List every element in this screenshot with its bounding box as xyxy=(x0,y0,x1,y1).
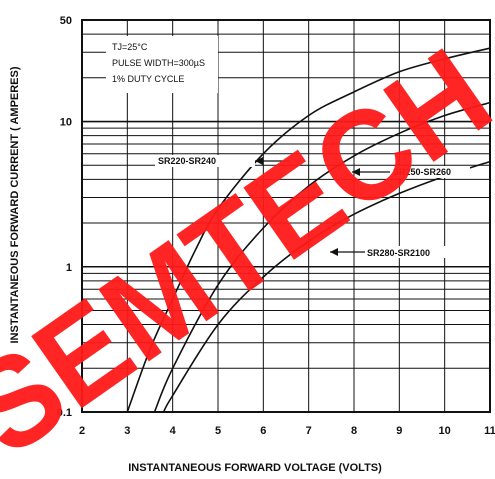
series-label-sr250: SR250-SR260 xyxy=(352,166,470,178)
y-tick-label: 50 xyxy=(60,15,72,27)
x-tick-label: 2 xyxy=(79,425,85,437)
x-axis-title: INSTANTANEOUS FORWARD VOLTAGE (VOLTS) xyxy=(128,462,382,474)
series-line-3 xyxy=(162,160,491,413)
x-tick-label: 11 xyxy=(484,425,495,437)
series-line-2 xyxy=(153,101,491,413)
x-tick-label: 9 xyxy=(396,425,402,437)
chart-grid xyxy=(81,19,491,413)
x-tick-label: 3 xyxy=(124,425,130,437)
conditions-box: TJ=25°C PULSE WIDTH=300µS 1% DUTY CYCLE xyxy=(106,36,218,93)
chart-curves xyxy=(126,47,491,413)
y-axis-title: INSTANTANEOUS FORWARD CURRENT ( AMPERES) xyxy=(9,66,21,343)
note-duty-cycle: 1% DUTY CYCLE xyxy=(112,74,184,84)
series-label-sr220: SR220-SR240 xyxy=(155,155,290,167)
y-tick-label: 10 xyxy=(60,117,72,129)
note-pulse-width: PULSE WIDTH=300µS xyxy=(112,58,205,68)
series-label-sr250-text: SR250-SR260 xyxy=(393,167,451,177)
y-tick-label: 1 xyxy=(66,262,72,274)
series-label-sr220-text: SR220-SR240 xyxy=(158,156,216,166)
series-label-sr280: SR280-SR2100 xyxy=(330,246,447,258)
plot-frame xyxy=(81,19,491,413)
y-tick-labels: 0.1 1 10 50 xyxy=(57,15,72,419)
note-junction-temperature: TJ=25°C xyxy=(112,42,148,52)
x-tick-label: 10 xyxy=(439,425,451,437)
x-tick-label: 6 xyxy=(260,425,266,437)
x-tick-labels: 2 3 4 5 6 7 8 9 10 11 xyxy=(79,425,495,437)
x-tick-label: 5 xyxy=(215,425,221,437)
x-tick-label: 8 xyxy=(351,425,357,437)
series-label-sr280-text: SR280-SR2100 xyxy=(367,248,430,258)
y-tick-label: 0.1 xyxy=(57,407,72,419)
x-tick-label: 4 xyxy=(170,425,177,437)
series-line-1 xyxy=(126,47,491,413)
x-tick-label: 7 xyxy=(306,425,312,437)
